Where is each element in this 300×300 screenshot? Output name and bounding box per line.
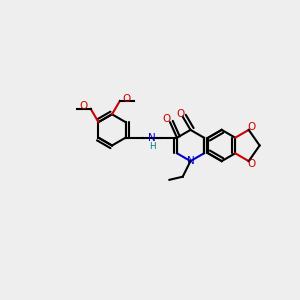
Text: N: N: [187, 156, 194, 166]
Text: O: O: [248, 159, 256, 169]
Text: O: O: [176, 109, 184, 119]
Text: O: O: [248, 122, 256, 132]
Text: O: O: [122, 94, 130, 103]
Text: O: O: [79, 101, 87, 111]
Text: O: O: [163, 114, 171, 124]
Text: N: N: [148, 133, 156, 143]
Text: H: H: [149, 142, 156, 151]
